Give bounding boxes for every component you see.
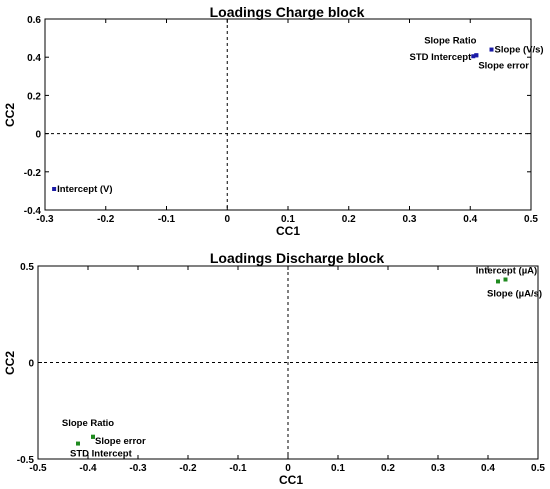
y-tick-label: 0.4 (27, 53, 41, 64)
data-label: Slope (µA/s) (487, 288, 542, 299)
data-point (91, 434, 95, 439)
x-ticks: -0.3 -0.2 -0.1 0 0.1 0.2 0.3 0.4 0.5 (36, 19, 538, 225)
y-tick-label: -0.4 (24, 206, 42, 217)
x-tick-label: -0.4 (79, 463, 97, 474)
data-points: Intercept (µA) Slope (µA/s) Slope Ratio Slo… (62, 266, 542, 460)
x-tick-label: 0.1 (331, 463, 345, 474)
x-tick-label: 0.2 (342, 214, 356, 225)
x-tick-label: 0.4 (481, 463, 495, 474)
data-label: Intercept (µA) (476, 266, 537, 277)
y-tick-label: 0.5 (20, 262, 34, 273)
x-tick-label: -0.3 (36, 214, 54, 225)
data-label: Slope Ratio (424, 35, 476, 46)
x-tick-label: 0.3 (403, 214, 417, 225)
y-axis-label: CC2 (3, 103, 17, 127)
y-tick-label: 0.6 (27, 15, 41, 26)
data-point (503, 277, 508, 282)
zero-lines (38, 266, 538, 459)
y-tick-label: -0.5 (17, 455, 35, 466)
data-label: Slope error (95, 436, 146, 447)
data-label: Slope (V/s) (495, 45, 544, 56)
x-tick-label: -0.1 (158, 214, 176, 225)
data-label: Slope error (478, 60, 529, 71)
x-axis-label: CC1 (279, 473, 303, 487)
y-tick-label: 0 (35, 130, 41, 141)
x-ticks: -0.5 -0.4 -0.3 -0.2 -0.1 0 0.1 0.2 0.3 0.4 0.5 (29, 266, 545, 474)
plot-frame (44, 18, 532, 211)
data-label: Intercept (V) (57, 184, 112, 195)
x-tick-label: -0.2 (179, 463, 197, 474)
y-tick-label: -0.2 (24, 168, 42, 179)
data-point (496, 279, 500, 284)
x-tick-label: -0.1 (229, 463, 247, 474)
data-point (76, 441, 80, 446)
data-point (489, 47, 494, 52)
y-tick-label: 0.2 (27, 91, 41, 102)
x-tick-label: -0.5 (29, 463, 47, 474)
x-tick-label: -0.2 (97, 214, 115, 225)
chart-title: Loadings Discharge block (210, 250, 384, 266)
x-tick-label: 0.4 (463, 214, 477, 225)
data-label: STD Intercept (70, 449, 133, 460)
data-point (52, 186, 57, 191)
y-ticks: -0.5 0 0.5 (17, 262, 538, 466)
y-tick-label: 0 (28, 359, 34, 370)
data-point (474, 53, 479, 58)
x-tick-label: 0.1 (281, 214, 295, 225)
x-tick-label: 0.5 (524, 214, 538, 225)
x-tick-label: 0 (224, 214, 230, 225)
data-label: Slope Ratio (62, 418, 114, 429)
discharge-chart: Loadings Discharge block -0.5 -0.4 -0.3 -0.… (3, 250, 545, 487)
y-ticks: -0.4 -0.2 0 0.2 0.4 0.6 (24, 15, 531, 217)
chart-title: Loadings Charge block (210, 4, 365, 20)
zero-lines (45, 19, 531, 210)
y-axis-label: CC2 (3, 351, 17, 375)
x-tick-label: 0.3 (431, 463, 445, 474)
charge-chart: Loadings Charge block -0.3 -0.2 -0.1 0 0.1 0.… (3, 4, 544, 238)
data-label: STD Intercept (410, 52, 473, 63)
x-tick-label: 0 (285, 463, 291, 474)
data-points: Slope Ratio Slope (V/s) STD Intercept Slope… (52, 35, 544, 195)
data-point (471, 54, 476, 59)
x-tick-label: 0.2 (381, 463, 395, 474)
x-axis-label: CC1 (276, 224, 300, 238)
x-tick-label: 0.5 (531, 463, 545, 474)
x-tick-label: -0.3 (129, 463, 147, 474)
